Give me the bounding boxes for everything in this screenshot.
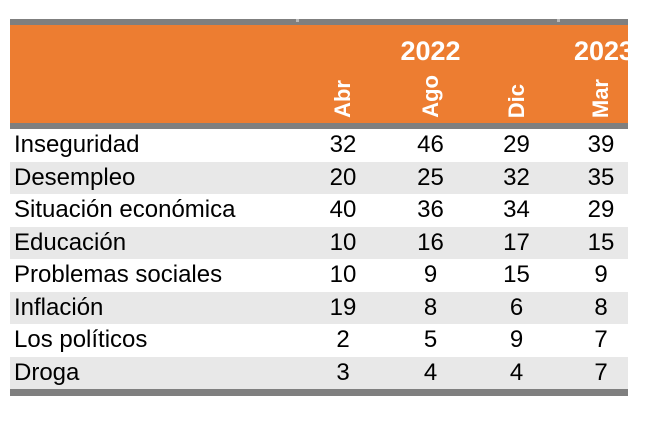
header-bottom-border bbox=[10, 123, 628, 129]
row-value: 39 bbox=[587, 131, 615, 159]
table-row: Problemas sociales 10 9 15 9 bbox=[10, 259, 628, 292]
row-value: 35 bbox=[587, 163, 615, 191]
row-value: 36 bbox=[417, 196, 444, 224]
year-header-2022: 2022 bbox=[400, 36, 461, 67]
table-body: Inseguridad 32 46 29 39 Desempleo 20 25 … bbox=[10, 129, 628, 389]
row-value: 46 bbox=[417, 131, 444, 159]
row-value: 15 bbox=[587, 228, 615, 256]
table-row: Desempleo 20 25 32 35 bbox=[10, 161, 628, 194]
table-top-border bbox=[10, 19, 628, 25]
row-value: 2 bbox=[336, 326, 350, 354]
row-label: Educación bbox=[14, 230, 127, 255]
row-value: 17 bbox=[503, 228, 530, 256]
month-header-row: Abr Ago Dic Mar bbox=[10, 63, 628, 123]
header-cell-divider-notch bbox=[557, 19, 560, 22]
row-value: 4 bbox=[509, 358, 524, 386]
table-header: 2022 2023 Abr Ago Dic Mar bbox=[10, 25, 635, 123]
row-value: 34 bbox=[503, 196, 530, 224]
row-value: 25 bbox=[417, 163, 444, 191]
table-row: Educación 10 16 17 15 bbox=[10, 226, 628, 259]
month-header-dic: Dic bbox=[474, 84, 559, 118]
month-label: Abr bbox=[330, 80, 355, 118]
row-value: 15 bbox=[503, 261, 530, 289]
row-value: 8 bbox=[594, 293, 608, 321]
row-label: Inflación bbox=[14, 295, 104, 320]
table-row: Droga 3 4 4 7 bbox=[10, 356, 628, 389]
month-label: Ago bbox=[417, 75, 443, 118]
row-value: 20 bbox=[329, 163, 357, 191]
row-value: 9 bbox=[509, 326, 524, 354]
row-value: 8 bbox=[423, 293, 438, 321]
year-header-row: 2022 2023 bbox=[10, 25, 635, 67]
row-label: Droga bbox=[14, 360, 80, 385]
row-value: 4 bbox=[423, 358, 438, 386]
row-value: 3 bbox=[336, 358, 350, 386]
row-value: 40 bbox=[329, 196, 357, 224]
row-value: 6 bbox=[509, 293, 524, 321]
row-value: 19 bbox=[329, 293, 357, 321]
row-value: 16 bbox=[417, 228, 444, 256]
month-header-abr: Abr bbox=[299, 80, 387, 118]
month-header-mar: Mar bbox=[559, 79, 628, 118]
row-value: 5 bbox=[423, 326, 438, 354]
row-value: 7 bbox=[594, 326, 608, 354]
row-label: Situación económica bbox=[14, 198, 236, 223]
row-value: 32 bbox=[503, 163, 530, 191]
table-row: Inflación 19 8 6 8 bbox=[10, 291, 628, 324]
month-label: Dic bbox=[503, 83, 529, 118]
row-label: Los políticos bbox=[14, 328, 148, 353]
row-value: 10 bbox=[329, 228, 357, 256]
row-value: 10 bbox=[329, 261, 357, 289]
row-value: 29 bbox=[503, 131, 530, 159]
row-value: 29 bbox=[587, 196, 615, 224]
row-label: Inseguridad bbox=[14, 133, 140, 158]
priorities-table: 2022 2023 Abr Ago Dic Mar Inseguridad 32… bbox=[10, 19, 635, 396]
table-row: Los políticos 2 5 9 7 bbox=[10, 324, 628, 357]
table-row: Inseguridad 32 46 29 39 bbox=[10, 129, 628, 162]
row-value: 7 bbox=[594, 358, 608, 386]
row-value: 9 bbox=[594, 261, 608, 289]
month-label: Mar bbox=[588, 78, 613, 118]
table-row: Situación económica 40 36 34 29 bbox=[10, 194, 628, 227]
year-header-2023: 2023 bbox=[574, 36, 635, 67]
table-bottom-border bbox=[10, 389, 628, 396]
month-header-ago: Ago bbox=[387, 75, 474, 118]
row-label: Problemas sociales bbox=[14, 263, 223, 288]
header-cell-divider-notch bbox=[296, 19, 299, 22]
row-label: Desempleo bbox=[14, 165, 136, 190]
row-value: 32 bbox=[329, 131, 357, 159]
row-value: 9 bbox=[423, 261, 438, 289]
